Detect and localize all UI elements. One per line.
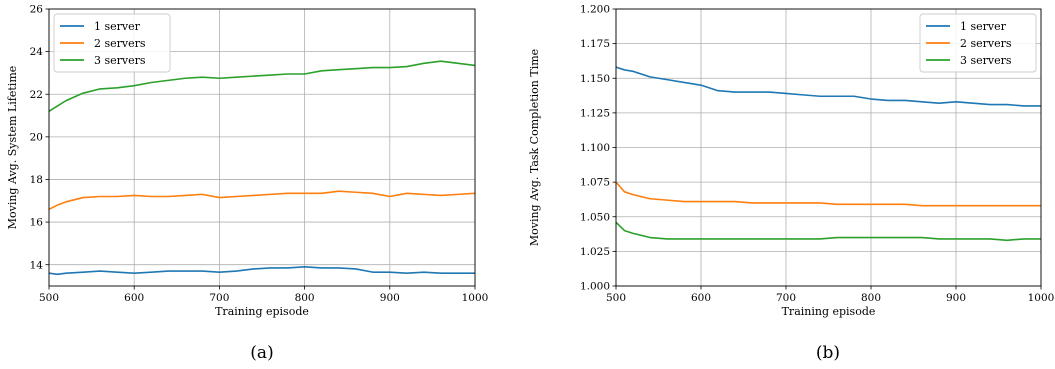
legend-label-1: 2 servers <box>960 37 1012 50</box>
y-tick-label: 14 <box>30 259 44 271</box>
legend-box <box>919 13 1037 73</box>
series-line-2 <box>615 221 1041 242</box>
y-tick-label: 1.000 <box>580 281 610 293</box>
y-tick-label: 20 <box>30 131 43 143</box>
subfigure-caption: (b) <box>816 343 840 363</box>
x-tick-label: 500 <box>39 292 59 304</box>
y-tick-label: 24 <box>30 46 44 58</box>
y-tick-label: 1.050 <box>580 211 610 223</box>
y-axis-label: Moving Avg. System Lifetime <box>6 66 19 230</box>
x-tick-label: 800 <box>295 292 315 304</box>
y-tick-label: 1.125 <box>580 107 610 119</box>
legend-label-0: 1 server <box>960 20 1007 33</box>
legend-label-0: 1 server <box>94 20 141 33</box>
x-axis-label: Training episode <box>215 305 309 318</box>
series-line-1 <box>615 181 1041 207</box>
y-tick-label: 16 <box>30 217 44 229</box>
x-tick-label: 600 <box>124 292 144 304</box>
chart-panel-0: 500 600 700 800 900 1000 14 16 18 20 22 24 26 Trainin… <box>6 4 488 363</box>
x-tick-label: 1000 <box>462 292 489 304</box>
x-tick-label: 900 <box>946 292 966 304</box>
x-tick-label: 900 <box>380 292 400 304</box>
legend-label-1: 2 servers <box>94 37 146 50</box>
x-axis-label: Training episode <box>782 305 876 318</box>
y-axis-label: Moving Avg. Task Completion Time <box>528 49 541 246</box>
legend: 1 server 2 servers 3 servers <box>919 13 1037 73</box>
legend-box <box>53 13 171 73</box>
y-tick-label: 1.100 <box>580 142 610 154</box>
plot-frame <box>48 8 476 287</box>
x-tick-label: 800 <box>861 292 881 304</box>
x-tick-label: 500 <box>606 292 626 304</box>
y-tick-label: 22 <box>30 89 43 101</box>
series-line-0 <box>615 66 1041 107</box>
legend-label-2: 3 servers <box>960 54 1012 67</box>
chart-panel-1: 500 600 700 800 900 1000 1.000 1.025 1.050 1.075 1… <box>528 4 1054 363</box>
x-tick-label: 700 <box>776 292 796 304</box>
x-tick-label: 600 <box>691 292 711 304</box>
y-tick-label: 1.025 <box>580 246 610 258</box>
y-tick-label: 1.075 <box>580 177 610 189</box>
plot-frame <box>615 8 1042 287</box>
y-tick-label: 1.150 <box>580 73 610 85</box>
y-tick-label: 1.200 <box>580 4 610 16</box>
legend-label-2: 3 servers <box>94 54 146 67</box>
y-tick-label: 18 <box>30 174 43 186</box>
subfigure-caption: (a) <box>250 343 273 363</box>
series-line-1 <box>48 190 476 211</box>
series-line-0 <box>48 266 475 276</box>
x-tick-label: 700 <box>209 292 229 304</box>
x-tick-label: 1000 <box>1028 292 1055 304</box>
y-tick-label: 1.175 <box>580 38 610 50</box>
series-line-2 <box>48 60 476 112</box>
y-tick-label: 26 <box>30 4 44 16</box>
legend: 1 server 2 servers 3 servers <box>53 13 171 73</box>
